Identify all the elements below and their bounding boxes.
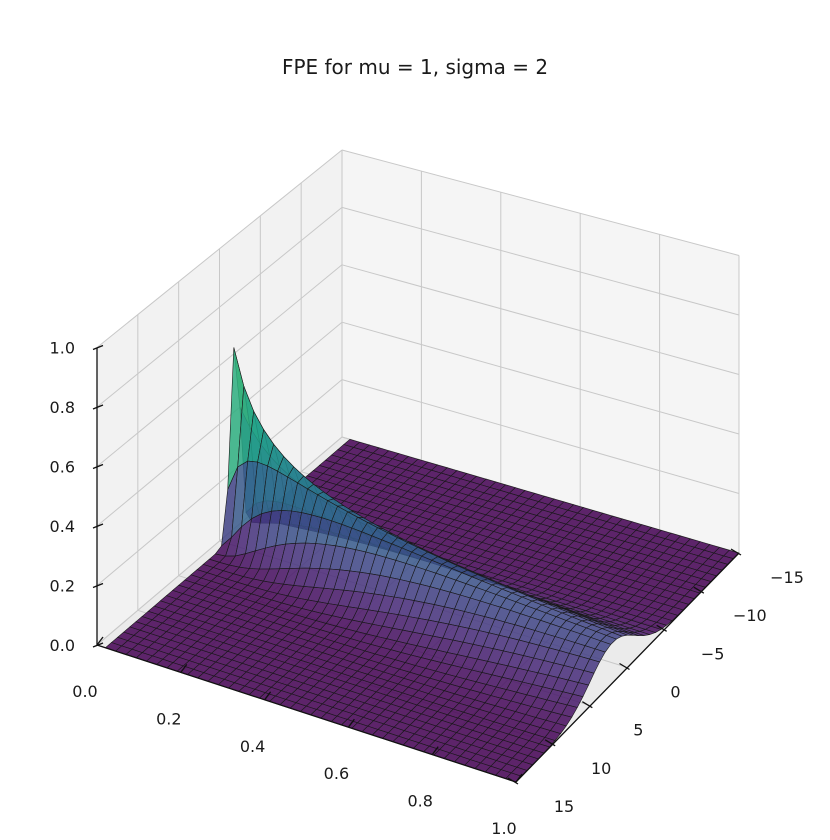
- gridline: [341, 149, 740, 256]
- x-tick-label: 0.0: [72, 682, 97, 701]
- y-tick: [730, 548, 742, 556]
- chart-title: FPE for mu = 1, sigma = 2: [281, 55, 549, 79]
- gridline: [96, 436, 343, 646]
- y-axis-ticks: −15−10 −5 0 5 10 15: [507, 548, 804, 816]
- gridline: [341, 379, 740, 494]
- z-tick-label: 0.0: [50, 636, 75, 655]
- z-tick: [92, 344, 104, 351]
- z-tick-label: 0.4: [50, 517, 75, 536]
- y-tick: [507, 777, 519, 785]
- gridline: [341, 321, 740, 435]
- gridline: [96, 379, 343, 586]
- surface-mesh: [104, 347, 740, 783]
- y-tick-label: 10: [591, 759, 611, 778]
- back-pane: [342, 150, 739, 553]
- x-tick: [180, 664, 188, 673]
- x-tick: [264, 691, 272, 701]
- y-tick: [656, 624, 668, 632]
- gridline: [96, 264, 343, 467]
- y-tick-label: 5: [633, 721, 643, 740]
- z-tick-label: 1.0: [50, 339, 75, 358]
- z-tick: [92, 463, 104, 470]
- z-tick: [92, 582, 104, 589]
- x-tick-label: 0.8: [407, 792, 432, 811]
- x-tick: [347, 718, 355, 728]
- y-tick-label: −5: [701, 644, 725, 663]
- y-tick: [693, 586, 705, 594]
- x-axis-line: [96, 644, 517, 783]
- gridline: [341, 264, 740, 375]
- gridline: [96, 321, 343, 527]
- z-axis-ticks: 0.0 0.2 0.4 0.6 0.8 1.0: [50, 339, 104, 655]
- x-tick-label: 0.2: [156, 709, 181, 728]
- x-tick: [96, 636, 104, 646]
- y-tick: [581, 701, 593, 709]
- x-tick-label: 0.6: [324, 764, 349, 783]
- axis-lines: [96, 347, 740, 783]
- x-tick: [515, 773, 523, 783]
- y-tick-label: −10: [733, 606, 767, 625]
- y-tick-label: 15: [554, 797, 574, 816]
- z-tick: [92, 642, 104, 648]
- gridline: [96, 207, 343, 408]
- x-tick-label: 1.0: [491, 819, 516, 838]
- x-axis-ticks: 0.0 0.2 0.4 0.6 0.8 1.0: [72, 636, 523, 838]
- z-tick: [92, 523, 104, 529]
- z-tick-label: 0.2: [50, 577, 75, 596]
- x-tick: [431, 746, 439, 755]
- z-tick-label: 0.6: [50, 458, 75, 477]
- gridline: [96, 149, 343, 348]
- gridline: [341, 206, 740, 316]
- y-tick-label: 0: [670, 683, 680, 702]
- y-tick-label: −15: [770, 568, 804, 587]
- y-tick: [544, 739, 556, 747]
- y-tick: [619, 662, 630, 671]
- y-axis-line: [515, 552, 740, 783]
- z-tick: [92, 404, 104, 410]
- z-tick-label: 0.8: [50, 398, 75, 417]
- x-tick-label: 0.4: [240, 737, 265, 756]
